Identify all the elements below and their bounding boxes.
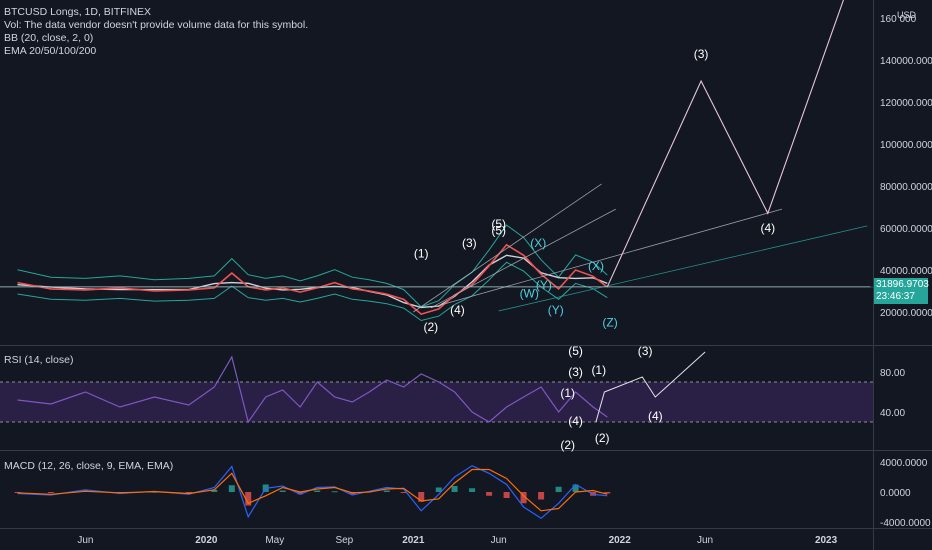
- wave-label: (1): [414, 246, 429, 260]
- chart-legend: BTCUSD Longs, 1D, BITFINEX Vol: The data…: [4, 6, 308, 58]
- rsi-wave-label: (4): [648, 409, 663, 423]
- wave-label: (3): [694, 47, 709, 61]
- wave-label: (Y): [548, 303, 564, 317]
- bb-lower-band: [17, 261, 608, 322]
- macd-pane-label[interactable]: MACD (12, 26, close, 9, EMA, EMA): [4, 460, 174, 472]
- macd-histogram-bar: [503, 492, 510, 498]
- macd-histogram-bar: [331, 491, 338, 493]
- macd-line: [17, 465, 608, 520]
- rsi-line: [17, 355, 608, 424]
- macd-histogram-bar: [451, 486, 458, 492]
- rsi-wave-label: (5): [568, 344, 583, 358]
- trendline: [430, 208, 783, 309]
- macd-histogram-bar: [486, 492, 493, 496]
- time-axis-tick: 2022: [609, 535, 632, 546]
- macd-axis-tick: 0.0000: [880, 488, 911, 499]
- macd-histogram-bar: [47, 492, 54, 493]
- wave-label: (4): [760, 221, 775, 235]
- projection-path: [606, 0, 845, 288]
- rsi-wave-label: (3): [568, 365, 583, 379]
- macd-histogram-bar: [604, 492, 611, 494]
- macd-histogram-bar: [435, 487, 442, 492]
- volume-note: Vol: The data vendor doesn't provide vol…: [4, 19, 309, 31]
- signal-line: [17, 468, 608, 512]
- time-axis-tick: Sep: [335, 535, 353, 546]
- wave-label: (W): [520, 286, 539, 300]
- macd-axis-tick: -4000.0000: [880, 518, 931, 529]
- macd-histogram-bar: [469, 488, 476, 492]
- wave-label: (Y): [536, 278, 552, 292]
- symbol-title[interactable]: BTCUSD Longs, 1D, BITFINEX: [4, 6, 152, 18]
- price-axis-tick: 140000.0000: [880, 56, 932, 67]
- rsi-wave-label: (1): [591, 363, 606, 377]
- last-price: 31896.9703: [876, 279, 929, 290]
- rsi-wave-label: (1): [560, 386, 575, 400]
- macd-histogram-bar: [572, 484, 579, 492]
- wave-label: (5): [491, 223, 506, 237]
- trendline: [430, 208, 616, 309]
- macd-histogram-bar: [538, 492, 545, 500]
- macd-histogram-bar: [400, 492, 407, 493]
- rsi-pane-label[interactable]: RSI (14, close): [4, 354, 74, 366]
- macd-histogram-bar: [185, 492, 192, 493]
- time-axis-tick: Jun: [491, 535, 507, 546]
- wave-label: (X): [588, 259, 604, 273]
- macd-histogram-bar: [279, 490, 286, 492]
- macd-histogram-bar: [383, 490, 390, 492]
- macd-histogram-bar: [418, 492, 425, 502]
- price-axis-tick: 40000.0000: [880, 266, 932, 277]
- wave-label: (X): [530, 236, 546, 250]
- price-axis-tick: 60000.0000: [880, 224, 932, 235]
- wave-label: (2): [424, 320, 439, 334]
- rsi-wave-label: (2): [595, 431, 610, 445]
- wave-label: (4): [450, 303, 465, 317]
- time-axis-tick: Jun: [77, 535, 93, 546]
- macd-histogram-bar: [520, 492, 527, 504]
- macd-histogram-bar: [228, 485, 235, 492]
- price-axis-unit: USD: [897, 10, 917, 20]
- price-axis-tick: 80000.0000: [880, 182, 932, 193]
- time-axis-tick: May: [265, 535, 284, 546]
- wave-label: (3): [462, 236, 477, 250]
- rsi-band-fill: [0, 382, 873, 422]
- rsi-wave-label: (2): [560, 438, 575, 452]
- price-line: [17, 243, 608, 315]
- wave-label: (5): [491, 217, 506, 231]
- macd-histogram-bar: [211, 489, 218, 492]
- rsi-axis-tick: 80.00: [880, 368, 905, 379]
- wave-label: (Z): [602, 316, 617, 330]
- rsi-wave-label: (4): [568, 414, 583, 428]
- macd-histogram-bar: [297, 492, 304, 495]
- macd-histogram-bar: [245, 492, 252, 506]
- price-axis-tick: 20000.0000: [880, 308, 932, 319]
- bb-upper-band: [17, 224, 608, 308]
- time-axis-tick: 2021: [402, 535, 425, 546]
- time-axis-tick: 2020: [195, 535, 218, 546]
- macd-histogram-bar: [314, 490, 321, 492]
- macd-histogram-bar: [555, 486, 562, 492]
- price-axis-tick: 160 000: [880, 14, 917, 25]
- bar-countdown: 23:46:37: [876, 291, 915, 302]
- price-box: 31896.9703 23:46:37: [874, 278, 929, 304]
- time-axis-tick: 2023: [815, 535, 838, 546]
- bb-indicator-label[interactable]: BB (20, close, 2, 0): [4, 32, 94, 44]
- macd-axis-tick: 4000.0000: [880, 458, 928, 469]
- ema-indicator-label[interactable]: EMA 20/50/100/200: [4, 45, 97, 57]
- rsi-axis-tick: 40.00: [880, 408, 905, 419]
- rsi-projection-path: [595, 351, 706, 423]
- trendline: [413, 183, 602, 313]
- trendline: [498, 225, 868, 312]
- time-axis-tick: Jun: [697, 535, 713, 546]
- rsi-wave-label: (3): [638, 344, 653, 358]
- price-axis-tick: 120000.0000: [880, 98, 932, 109]
- price-axis-tick: 100000.0000: [880, 140, 932, 151]
